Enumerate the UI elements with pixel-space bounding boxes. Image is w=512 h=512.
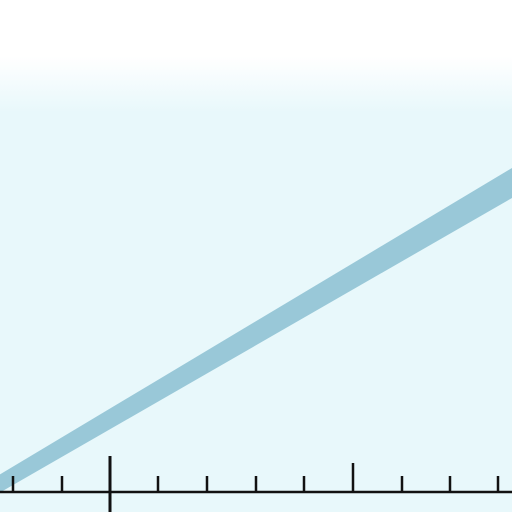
number-line-axis [0, 456, 512, 512]
diagonal-band [0, 168, 512, 493]
